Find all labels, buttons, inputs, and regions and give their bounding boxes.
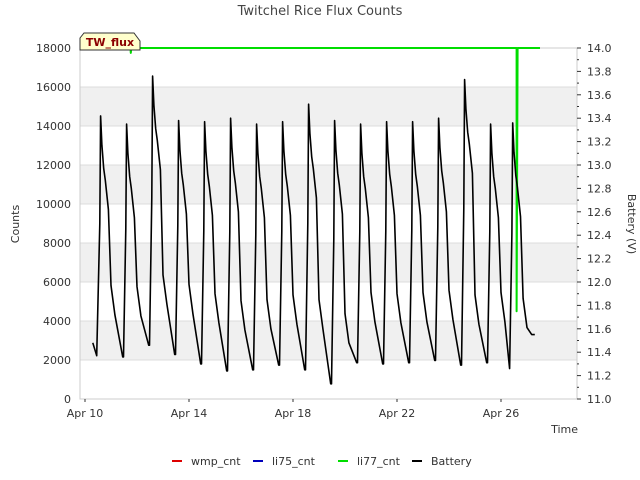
y2-axis-ticks: 11.0 11.2 11.4 11.6 11.8 12.0 12.2 12.4 12.6 12.8… — [577, 42, 612, 406]
y-tick-label: 10000 — [36, 198, 71, 211]
y-tick-label: 18000 — [36, 42, 71, 55]
plot-band — [80, 165, 577, 204]
y2-tick-label: 11.8 — [587, 299, 612, 312]
y-tick-label: 2000 — [43, 354, 71, 367]
legend-label-battery: Battery — [431, 455, 472, 468]
y2-tick-label: 13.6 — [587, 89, 612, 102]
plot-band — [80, 321, 577, 360]
y2-tick-label: 11.0 — [587, 393, 612, 406]
series-line-battery — [92, 75, 535, 385]
x-tick-label: Apr 22 — [379, 407, 416, 420]
x-tick-label: Apr 14 — [171, 407, 208, 420]
chart-title: Twitchel Rice Flux Counts — [237, 4, 403, 19]
y-tick-label: 8000 — [43, 237, 71, 250]
y-tick-label: 12000 — [36, 159, 71, 172]
plot-band — [80, 243, 577, 282]
x-axis-ticks: Apr 10 Apr 14 Apr 18 Apr 22 Apr 26 — [67, 399, 520, 420]
station-badge-label: TW_flux — [86, 36, 134, 49]
x-tick-label: Apr 18 — [275, 407, 312, 420]
plot-band — [80, 87, 577, 126]
legend-label-li75_cnt: li75_cnt — [272, 455, 316, 468]
y2-tick-label: 12.8 — [587, 182, 612, 195]
y2-tick-label: 11.4 — [587, 346, 612, 359]
y2-tick-label: 11.6 — [587, 323, 612, 336]
y2-tick-label: 12.6 — [587, 206, 612, 219]
legend-label-wmp_cnt: wmp_cnt — [191, 455, 241, 468]
y2-tick-label: 12.0 — [587, 276, 612, 289]
legend: wmp_cnt li75_cnt li77_cnt Battery — [172, 455, 472, 468]
legend-label-li77_cnt: li77_cnt — [357, 455, 401, 468]
y2-tick-label: 14.0 — [587, 42, 612, 55]
x-axis-label: Time — [550, 423, 578, 436]
y-tick-label: 16000 — [36, 81, 71, 94]
y2-axis-label: Battery (V) — [625, 194, 638, 254]
y2-tick-label: 12.2 — [587, 253, 612, 266]
y2-tick-label: 11.2 — [587, 370, 612, 383]
x-tick-label: Apr 10 — [67, 407, 104, 420]
y-tick-label: 6000 — [43, 276, 71, 289]
y-tick-label: 0 — [64, 393, 71, 406]
y2-tick-label: 13.4 — [587, 112, 612, 125]
plot-bands — [80, 87, 577, 360]
y-axis-ticks: 0 2000 4000 6000 8000 10000 12000 14000 16000 180… — [36, 42, 71, 406]
y2-tick-label: 13.0 — [587, 159, 612, 172]
y2-tick-label: 13.8 — [587, 65, 612, 78]
y2-tick-label: 12.4 — [587, 229, 612, 242]
x-tick-label: Apr 26 — [483, 407, 520, 420]
y-axis-label: Counts — [9, 205, 22, 244]
y2-tick-label: 13.2 — [587, 136, 612, 149]
station-badge: TW_flux — [79, 32, 141, 51]
y-tick-label: 4000 — [43, 315, 71, 328]
y-tick-label: 14000 — [36, 120, 71, 133]
